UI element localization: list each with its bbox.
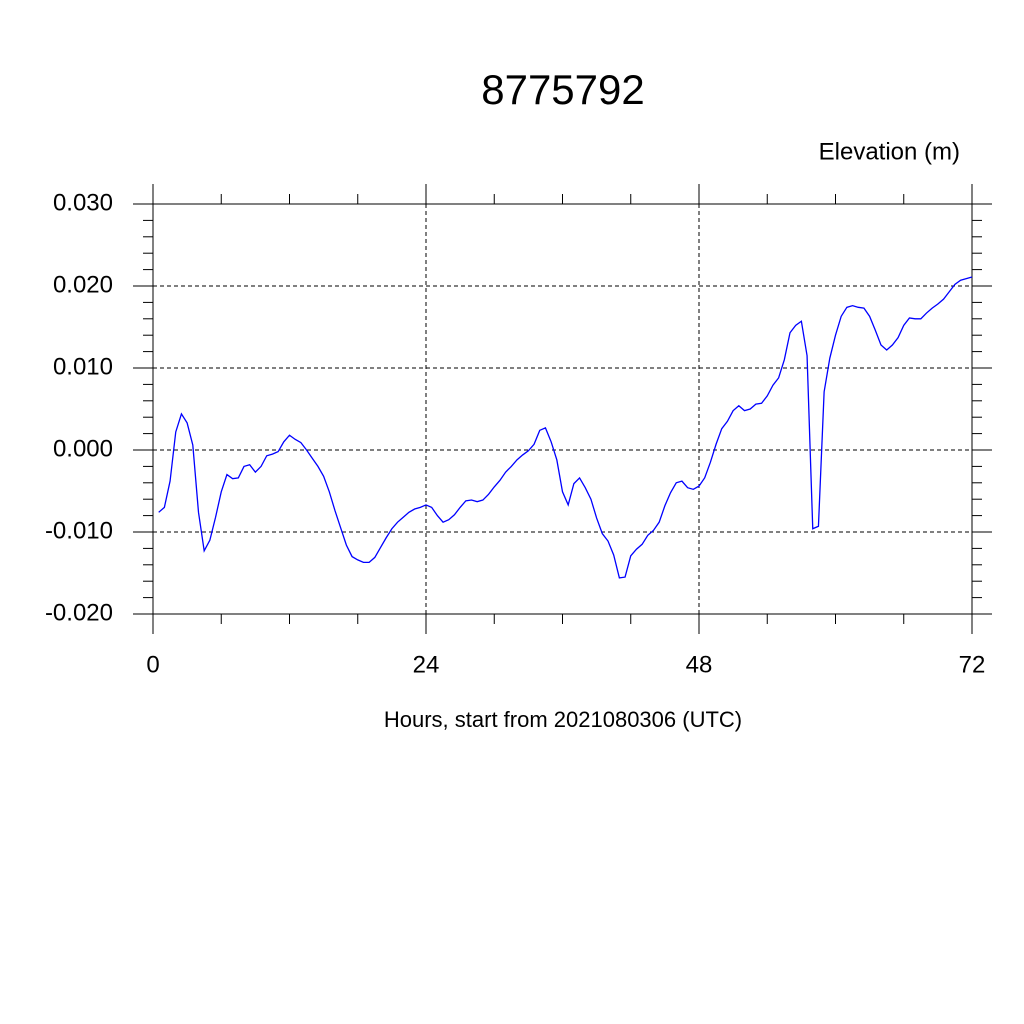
- y-tick-label: -0.020: [45, 599, 113, 626]
- y-tick-label: -0.010: [45, 517, 113, 544]
- x-axis-label: Hours, start from 2021080306 (UTC): [384, 707, 742, 732]
- y-tick-label: 0.030: [53, 189, 113, 216]
- y-tick-label: 0.010: [53, 353, 113, 380]
- y-tick-label: 0.020: [53, 271, 113, 298]
- x-tick-label: 48: [686, 651, 713, 678]
- x-tick-label: 24: [413, 651, 440, 678]
- data-line: [158, 276, 973, 579]
- x-tick-label: 72: [959, 651, 986, 678]
- plot-frame: [152, 203, 973, 615]
- y-tick-label: 0.000: [53, 435, 113, 462]
- x-tick-label: 0: [146, 651, 159, 678]
- chart-title: 8775792: [481, 66, 645, 113]
- y-axis-label: Elevation (m): [819, 138, 960, 165]
